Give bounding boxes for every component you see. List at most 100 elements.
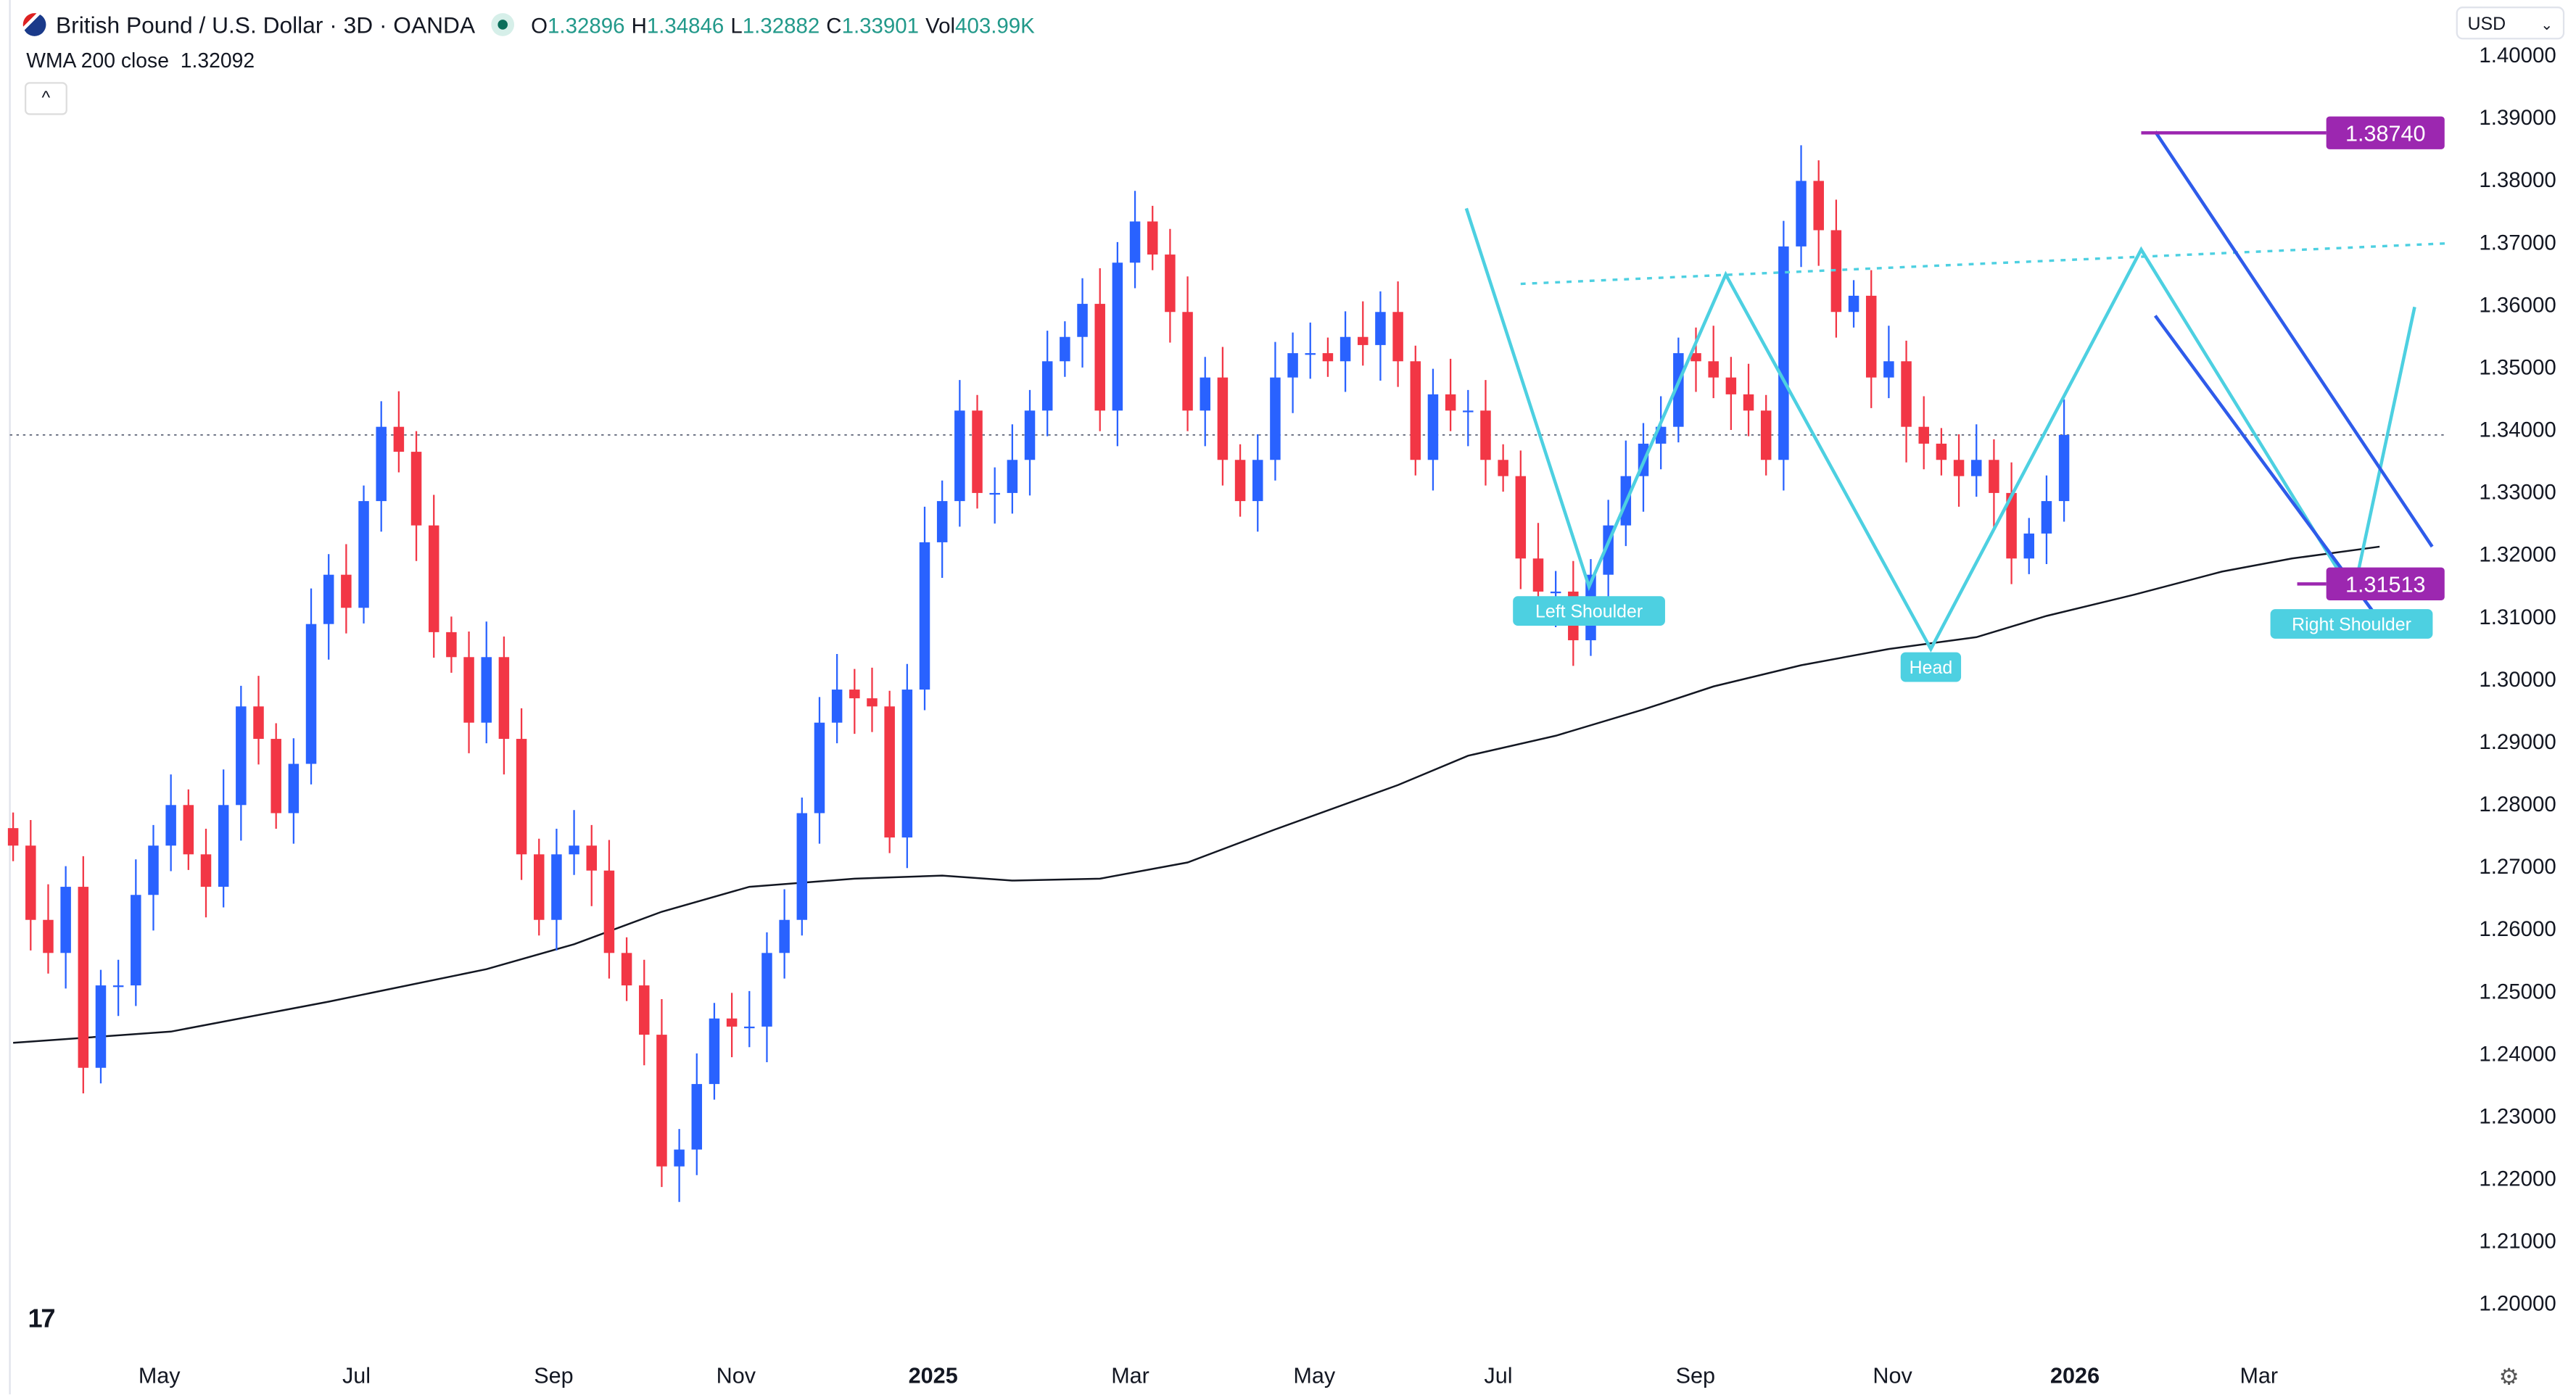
candle-up [779,919,790,953]
candle-down [393,426,405,452]
candle-down [183,805,194,855]
y-axis-tick-label: 1.27000 [2479,855,2556,879]
candle-up [305,624,317,764]
candle-up [2041,501,2052,534]
pattern-label-badge [1513,596,1665,626]
candle-up [1305,353,1316,355]
candle-down [1410,361,1421,460]
ohlc-value-vol: 403.99K [955,13,1035,38]
candle-down [1708,361,1719,378]
candle-up [2058,434,2070,502]
candle-up [1778,246,1789,460]
ohlc-value-h: 1.34846 [646,13,724,38]
candle-up [1796,181,1807,247]
y-axis-tick-label: 1.38000 [2479,168,2556,192]
symbol-title[interactable]: British Pound / U.S. Dollar · 3D · OANDA [56,11,476,38]
candle-down [7,828,19,846]
x-axis-tick-label: 2025 [909,1363,958,1388]
ohlc-key-h: H [631,13,647,38]
candle-up [1077,304,1088,337]
candle-up [218,805,229,887]
indicator-label: WMA 200 close [26,49,169,73]
candle-up [936,501,948,542]
ohlc-value-l: 1.32882 [742,13,820,38]
candle-down [1480,410,1491,460]
candle-down [972,410,983,493]
candle-up [323,574,334,624]
candle-down [1690,353,1701,362]
candle-up [1041,361,1053,411]
candle-up [1883,361,1894,378]
candle-up [989,492,1000,495]
neckline[interactable] [1520,241,2448,286]
symbol-header: British Pound / U.S. Dollar · 3D · OANDA… [22,11,1041,38]
candle-down [656,1035,667,1167]
y-axis-tick-label: 1.39000 [2479,106,2556,130]
candle-up [1112,262,1123,411]
candle-up [1673,353,1684,427]
gbp-usd-flag-icon [22,13,46,36]
channel-upper-line[interactable] [2153,131,2434,548]
candle-down [1445,394,1456,411]
candle-down [341,574,352,608]
x-axis-tick-label: Sep [534,1363,573,1388]
collapse-legend-button[interactable]: ^ [24,82,67,115]
candle-down [410,452,422,526]
candle-up [1270,377,1281,460]
candle-up [148,845,159,895]
candle-up [1427,394,1439,460]
ohlc-key-o: O [531,13,548,38]
price-level-badge [2326,116,2445,149]
candle-down [1813,181,1824,231]
candle-down [867,698,878,707]
candle-down [1498,460,1508,476]
candle-down [1358,336,1368,345]
candle-down [639,985,650,1035]
candle-up [551,854,562,920]
candle-down [271,739,281,814]
candle-up [814,722,825,814]
candle-up [831,690,843,723]
candle-up [376,426,387,502]
market-open-status-icon [491,13,515,36]
candle-down [1901,361,1912,427]
candle-down [446,632,457,658]
y-axis-tick-label: 1.23000 [2479,1104,2556,1128]
candle-up [236,706,247,806]
currency-select[interactable]: USD ⌄ [2456,7,2565,40]
x-axis-tick-label: Mar [2239,1363,2278,1388]
indicator-legend[interactable]: WMA 200 close 1.32092 [26,49,255,73]
candle-down [1865,295,1877,378]
pattern-label: Left Shoulder [1535,602,1643,622]
candle-up [1287,353,1298,378]
candle-up [2023,533,2035,559]
candle-up [796,813,808,920]
y-axis-tick-label: 1.26000 [2479,917,2556,941]
x-axis-tick-label: May [1293,1363,1335,1388]
settings-gear-icon[interactable]: ⚙ [2498,1363,2519,1390]
ohlc-key-l: L [730,13,743,38]
candle-down [1147,221,1158,255]
candle-up [1848,295,1859,312]
candle-down [1515,476,1527,559]
tradingview-logo-icon[interactable]: 17 [28,1305,56,1334]
candle-up [1060,336,1070,362]
ohlc-value-o: 1.32896 [548,13,625,38]
candle-up [1252,460,1263,502]
price-level-badge [2326,567,2445,600]
pattern-label: Right Shoulder [2292,615,2411,635]
x-axis-tick-label: Sep [1676,1363,1715,1388]
candle-down [1743,394,1754,411]
candle-down [1953,460,1965,476]
y-axis-tick-label: 1.20000 [2479,1292,2556,1316]
currency-value: USD [2467,15,2506,35]
candle-up [1024,410,1036,460]
candle-down [1725,377,1737,394]
y-axis-tick-label: 1.28000 [2479,792,2556,816]
candle-up [761,953,772,1027]
candle-down [1989,460,1999,493]
candle-down [1217,377,1229,460]
